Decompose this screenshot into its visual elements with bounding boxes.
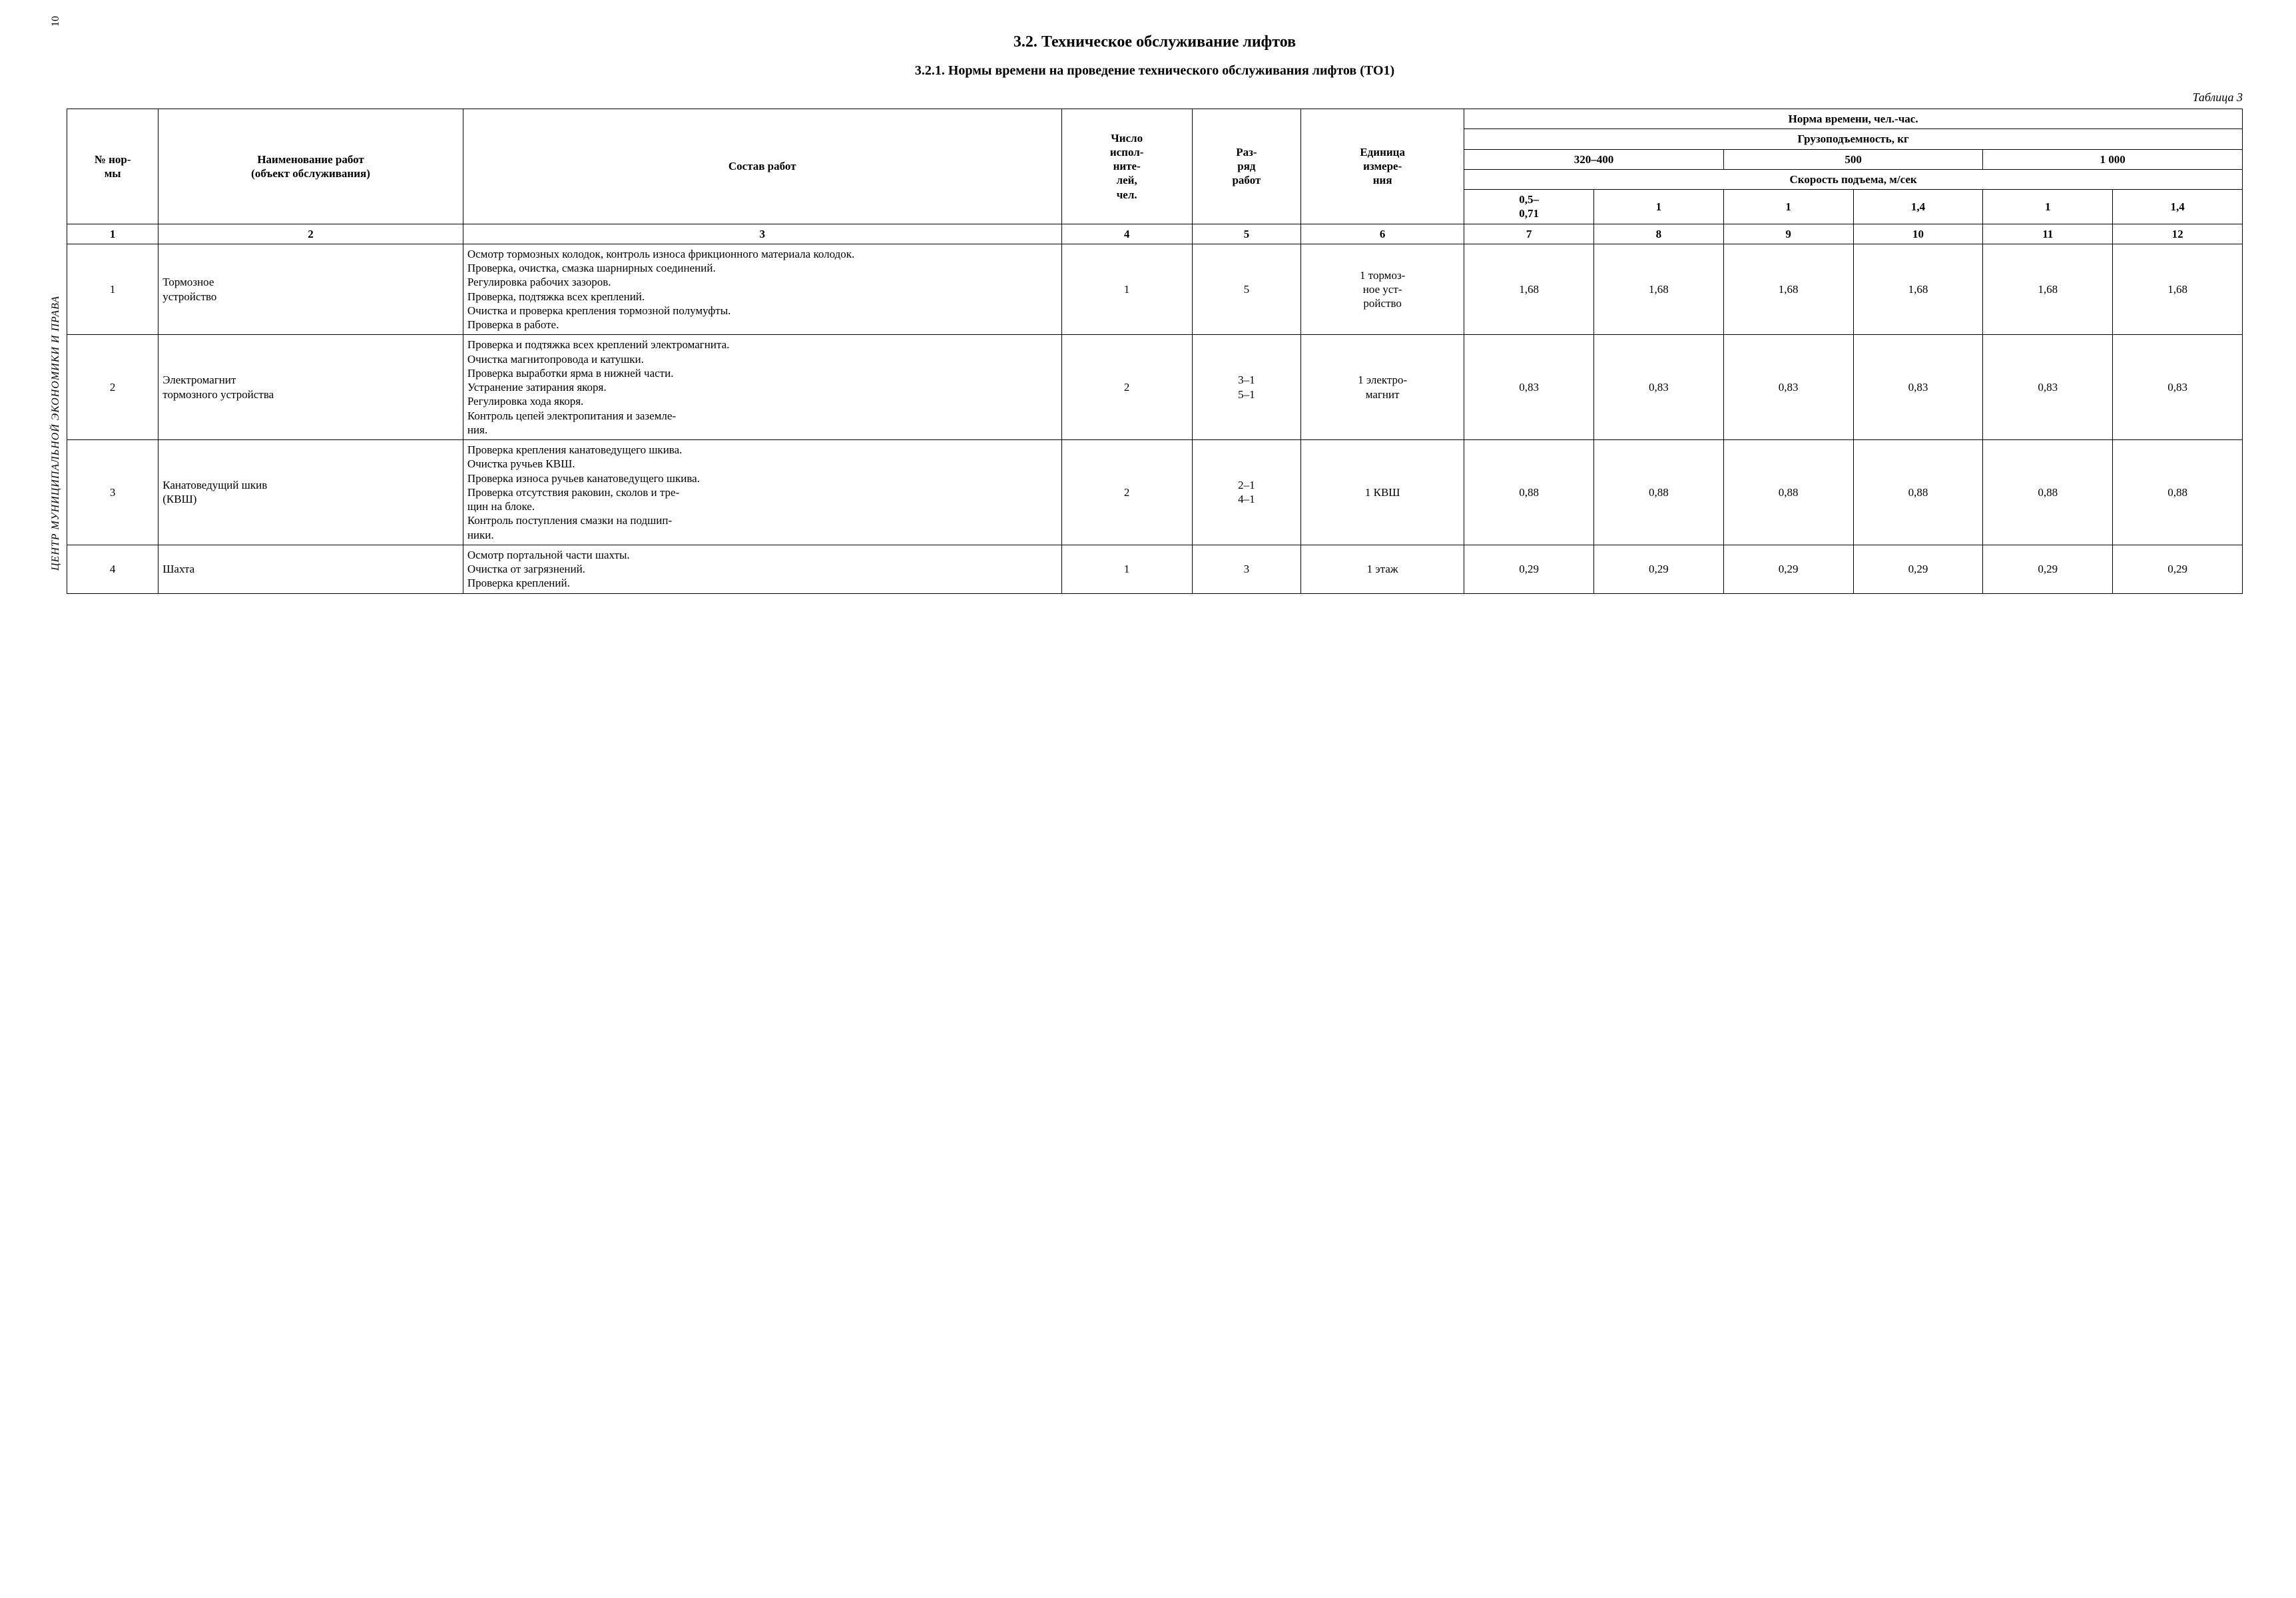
cell-value: 0,83 — [1983, 335, 2113, 440]
cell-work: Осмотр тормозных колодок, контроль износ… — [463, 244, 1061, 335]
cell-num: 4 — [67, 545, 158, 593]
col-number: 11 — [1983, 224, 2113, 244]
col-number: 7 — [1464, 224, 1594, 244]
header-cap-500: 500 — [1723, 149, 1983, 169]
header-speed-val: 1,4 — [1853, 190, 1983, 224]
col-number: 1 — [67, 224, 158, 244]
cell-name: Тормозноеустройство — [158, 244, 463, 335]
cell-unit: 1 КВШ — [1301, 440, 1464, 545]
header-num: № нор-мы — [67, 109, 158, 224]
cell-people: 2 — [1061, 335, 1192, 440]
col-number: 2 — [158, 224, 463, 244]
cell-value: 0,83 — [2113, 335, 2243, 440]
cell-unit: 1 электро-магнит — [1301, 335, 1464, 440]
header-speed-val: 0,5–0,71 — [1464, 190, 1594, 224]
table-caption: Таблица 3 — [67, 91, 2243, 105]
table-header: № нор-мы Наименование работ(объект обслу… — [67, 109, 2243, 244]
cell-unit: 1 тормоз-ное уст-ройство — [1301, 244, 1464, 335]
header-norm-time: Норма времени, чел.-час. — [1464, 109, 2243, 129]
cell-razryad: 3–15–1 — [1192, 335, 1300, 440]
cell-num: 1 — [67, 244, 158, 335]
cell-people: 2 — [1061, 440, 1192, 545]
col-number: 5 — [1192, 224, 1300, 244]
cell-value: 1,68 — [1983, 244, 2113, 335]
vertical-watermark: ЦЕНТР МУНИЦИПАЛЬНОЙ ЭКОНОМИКИ И ПРАВА — [50, 233, 62, 633]
cell-value: 0,88 — [1983, 440, 2113, 545]
cell-value: 0,29 — [2113, 545, 2243, 593]
col-number: 3 — [463, 224, 1061, 244]
header-speed-val: 1 — [1594, 190, 1724, 224]
norms-table: № нор-мы Наименование работ(объект обслу… — [67, 109, 2243, 594]
table-row: 4ШахтаОсмотр портальной части шахты.Очис… — [67, 545, 2243, 593]
cell-value: 0,88 — [2113, 440, 2243, 545]
header-speed-val: 1 — [1983, 190, 2113, 224]
col-number: 4 — [1061, 224, 1192, 244]
cell-people: 1 — [1061, 244, 1192, 335]
cell-unit: 1 этаж — [1301, 545, 1464, 593]
cell-num: 2 — [67, 335, 158, 440]
cell-name: Электромагниттормозного устройства — [158, 335, 463, 440]
cell-value: 0,88 — [1853, 440, 1983, 545]
col-number: 12 — [2113, 224, 2243, 244]
cell-work: Проверка крепления канатоведущего шкива.… — [463, 440, 1061, 545]
cell-num: 3 — [67, 440, 158, 545]
cell-value: 0,83 — [1594, 335, 1724, 440]
cell-value: 0,29 — [1464, 545, 1594, 593]
header-work: Состав работ — [463, 109, 1061, 224]
cell-value: 1,68 — [1594, 244, 1724, 335]
col-number: 10 — [1853, 224, 1983, 244]
header-speed-val: 1,4 — [2113, 190, 2243, 224]
page-number: 10 — [50, 16, 62, 27]
cell-value: 0,29 — [1723, 545, 1853, 593]
col-number: 8 — [1594, 224, 1724, 244]
table-body: 1ТормозноеустройствоОсмотр тормозных кол… — [67, 244, 2243, 593]
cell-razryad: 2–14–1 — [1192, 440, 1300, 545]
header-razryad: Раз-рядработ — [1192, 109, 1300, 224]
cell-value: 1,68 — [2113, 244, 2243, 335]
cell-work: Осмотр портальной части шахты.Очистка от… — [463, 545, 1061, 593]
table-row: 1ТормозноеустройствоОсмотр тормозных кол… — [67, 244, 2243, 335]
header-cap-320-400: 320–400 — [1464, 149, 1724, 169]
header-speed: Скорость подъема, м/сек — [1464, 169, 2243, 189]
cell-value: 0,88 — [1723, 440, 1853, 545]
col-number: 9 — [1723, 224, 1853, 244]
cell-value: 0,83 — [1853, 335, 1983, 440]
cell-value: 0,88 — [1594, 440, 1724, 545]
cell-razryad: 3 — [1192, 545, 1300, 593]
cell-name: Шахта — [158, 545, 463, 593]
cell-value: 1,68 — [1464, 244, 1594, 335]
table-row: 3Канатоведущий шкив(КВШ)Проверка креплен… — [67, 440, 2243, 545]
header-unit: Единицаизмере-ния — [1301, 109, 1464, 224]
cell-value: 0,83 — [1464, 335, 1594, 440]
cell-razryad: 5 — [1192, 244, 1300, 335]
header-people: Числоиспол-ните-лей,чел. — [1061, 109, 1192, 224]
cell-value: 0,29 — [1983, 545, 2113, 593]
column-number-row: 1 2 3 4 5 6 7 8 9 10 11 12 — [67, 224, 2243, 244]
header-capacity: Грузоподъемность, кг — [1464, 129, 2243, 149]
cell-value: 0,88 — [1464, 440, 1594, 545]
cell-value: 0,83 — [1723, 335, 1853, 440]
col-number: 6 — [1301, 224, 1464, 244]
cell-value: 1,68 — [1853, 244, 1983, 335]
subsection-title: 3.2.1. Нормы времени на проведение техни… — [67, 63, 2243, 79]
header-speed-val: 1 — [1723, 190, 1853, 224]
cell-value: 0,29 — [1594, 545, 1724, 593]
cell-value: 0,29 — [1853, 545, 1983, 593]
cell-value: 1,68 — [1723, 244, 1853, 335]
cell-name: Канатоведущий шкив(КВШ) — [158, 440, 463, 545]
cell-people: 1 — [1061, 545, 1192, 593]
cell-work: Проверка и подтяжка всех креплений элект… — [463, 335, 1061, 440]
section-title: 3.2. Техническое обслуживание лифтов — [67, 33, 2243, 51]
header-cap-1000: 1 000 — [1983, 149, 2243, 169]
table-row: 2Электромагниттормозного устройстваПрове… — [67, 335, 2243, 440]
header-name: Наименование работ(объект обслуживания) — [158, 109, 463, 224]
